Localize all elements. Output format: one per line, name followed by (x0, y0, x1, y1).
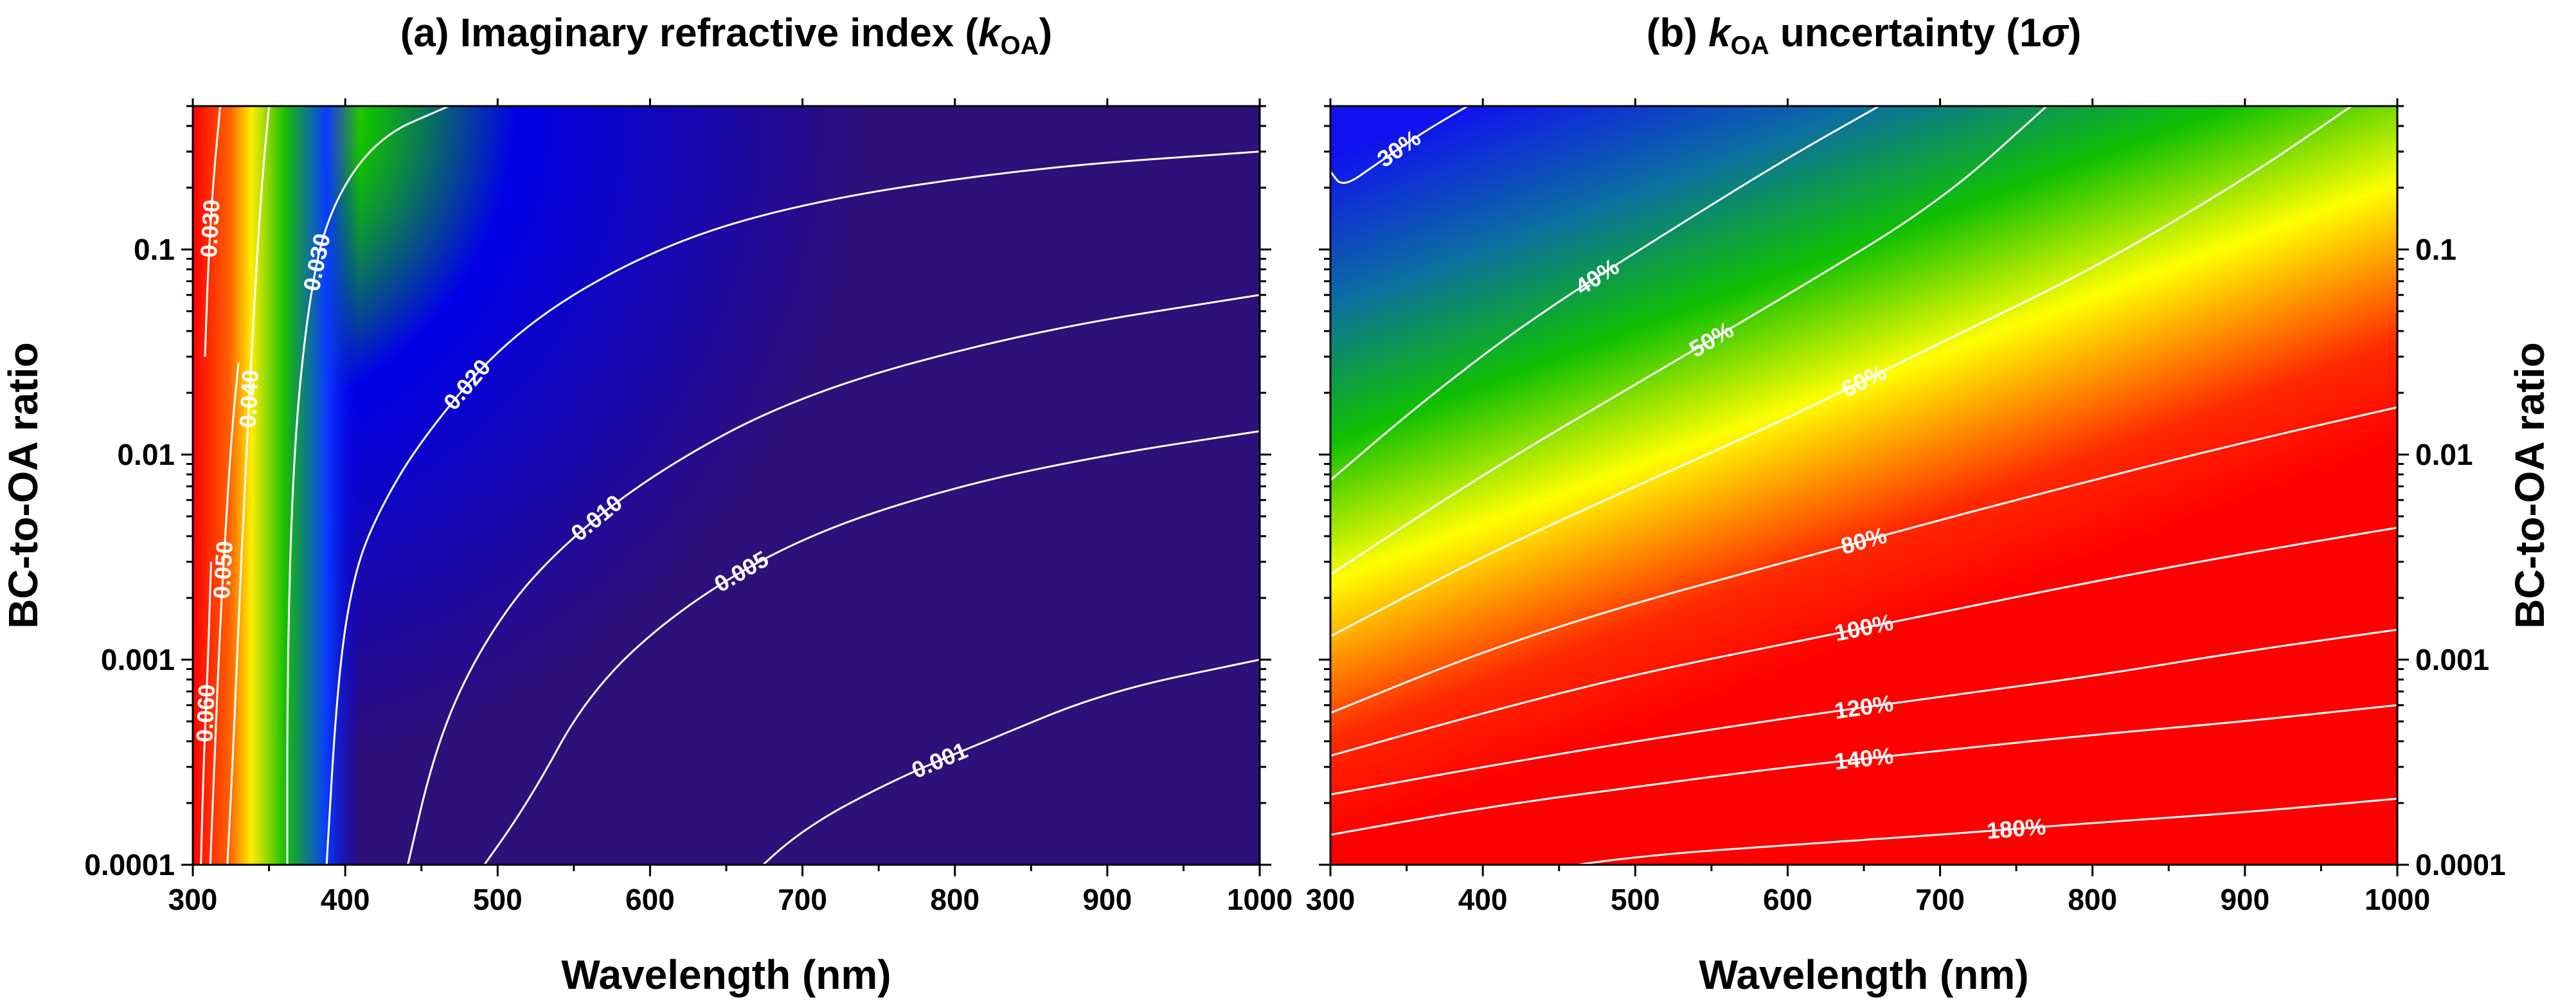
panel-a-x-axis-title: Wavelength (nm) (561, 952, 891, 998)
panel-a-y-ticks: 0.0001 0.001 0.01 0.1 (84, 105, 1271, 881)
contour-line (200, 561, 212, 865)
y-tick-label: 0.01 (117, 438, 175, 471)
panel-b-plot-area: 30%40%50%60%80%100%120%140%180% (1330, 106, 2397, 865)
x-tick-label: 300 (1306, 883, 1355, 916)
panel-b-heatmap (1330, 106, 2397, 865)
panel-a-y-axis-title: BC-to-OA ratio (0, 342, 46, 629)
contour-line (1330, 704, 2397, 836)
x-tick-label: 700 (1915, 883, 1965, 916)
y-tick-label: 0.001 (101, 643, 175, 676)
contour-line (1330, 106, 2048, 575)
y-tick-label: 0.0001 (84, 848, 175, 881)
panel-b: (b) kOA uncertainty (1σ) 30%40%50%60%80%… (1306, 11, 2553, 998)
x-tick-label: 1000 (1227, 883, 1292, 916)
panel-b-x-axis-title: Wavelength (nm) (1699, 952, 2028, 998)
panel-a-heatmap (193, 106, 1260, 865)
contour-line (1570, 797, 2397, 865)
x-tick-label: 300 (168, 883, 218, 916)
x-tick-label: 500 (1611, 883, 1660, 916)
contour-label: 140% (1833, 742, 1895, 775)
contour-line (209, 363, 240, 865)
contour-line (1330, 406, 2397, 714)
contour-line (1330, 106, 1880, 481)
y-tick-label: 0.01 (2415, 438, 2473, 471)
contour-label: 0.030 (195, 199, 225, 258)
x-tick-label: 800 (930, 883, 979, 916)
y-tick-label: 0.0001 (2415, 848, 2506, 881)
contour-label: 0.040 (234, 369, 264, 428)
contour-line (1330, 628, 2397, 796)
y-tick-label: 0.1 (2415, 233, 2456, 266)
contour-line (1330, 106, 2352, 637)
contour-line (762, 658, 1260, 865)
x-tick-label: 400 (1458, 883, 1508, 916)
contour-label: 0.050 (208, 540, 238, 599)
x-tick-label: 900 (2220, 883, 2269, 916)
panel-a-plot-area: 0.0600.0500.0400.0300.0300.0200.0100.005… (193, 106, 1260, 865)
y-tick-label: 0.001 (2415, 643, 2489, 676)
contour-line (1330, 106, 1469, 184)
contour-line (483, 430, 1260, 865)
x-tick-label: 600 (1763, 883, 1812, 916)
panel-b-y-axis-title: BC-to-OA ratio (2507, 342, 2553, 629)
panel-b-title: (b) kOA uncertainty (1σ) (1647, 11, 2081, 60)
x-tick-label: 500 (473, 883, 523, 916)
panel-b-y-ticks: 0.0001 0.001 0.01 0.1 (1319, 105, 2506, 881)
x-tick-label: 1000 (2365, 883, 2430, 916)
x-tick-label: 400 (321, 883, 370, 916)
x-tick-label: 900 (1082, 883, 1132, 916)
contour-line (1330, 527, 2397, 757)
panel-a-title: (a) Imaginary refractive index (kOA) (400, 11, 1052, 60)
contour-line (286, 106, 449, 865)
panel-a-x-ticks: 300 400 500 600 700 800 900 1000 (168, 98, 1292, 916)
x-tick-label: 600 (625, 883, 675, 916)
contour-line (325, 150, 1260, 865)
panel-a: (a) Imaginary refractive index (kOA) 0.0… (0, 11, 1292, 998)
contour-line (406, 294, 1260, 865)
panel-a-heatmap-left-band (193, 106, 360, 865)
contour-line (204, 106, 222, 357)
x-tick-label: 800 (2068, 883, 2117, 916)
contour-label: 180% (1986, 813, 2047, 844)
y-tick-label: 0.1 (134, 233, 175, 266)
contour-line (226, 106, 271, 865)
x-tick-label: 700 (778, 883, 827, 916)
panel-b-x-ticks: 300 400 500 600 700 800 900 1000 (1306, 98, 2430, 916)
